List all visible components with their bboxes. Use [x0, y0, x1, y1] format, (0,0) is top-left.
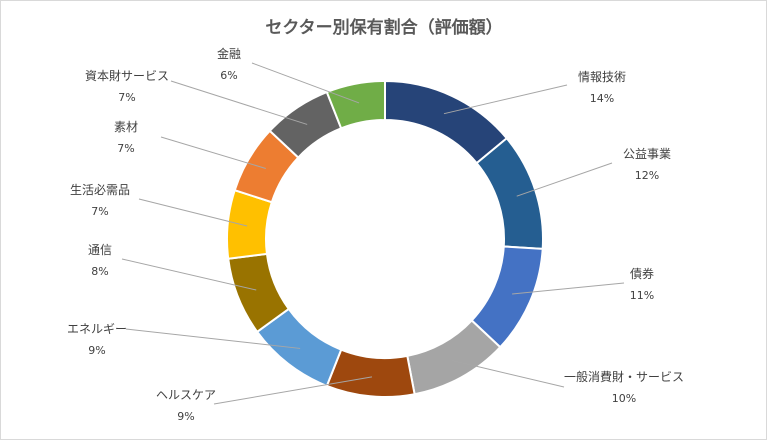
slice-percent-8: 7% — [91, 205, 108, 218]
slice-percent-5: 9% — [177, 410, 194, 423]
leader-line-6 — [125, 328, 301, 349]
leader-line-4 — [451, 359, 565, 388]
slice-label-1: 情報技術 — [578, 70, 626, 84]
slice-label-2: 公益事業 — [623, 147, 671, 161]
slice-label-11: 金融 — [217, 46, 241, 61]
slice-label-3: 債券 — [630, 266, 654, 281]
slice-label-5: ヘルスケア — [156, 388, 216, 402]
slice-label-6: エネルギー — [67, 322, 127, 336]
slice-label-8: 生活必需品 — [70, 183, 130, 197]
slice-percent-4: 10% — [612, 392, 636, 405]
slice-percent-11: 6% — [220, 69, 237, 82]
slice-1 — [384, 79, 509, 165]
leader-line-10 — [170, 80, 308, 125]
slice-percent-10: 7% — [118, 91, 135, 104]
leader-line-8 — [138, 198, 248, 227]
slice-percent-6: 9% — [88, 344, 105, 357]
leader-line-11 — [251, 62, 360, 104]
slice-percent-2: 12% — [635, 169, 659, 182]
leader-line-3 — [512, 282, 625, 295]
slice-2 — [475, 136, 544, 250]
leader-line-5 — [213, 376, 373, 405]
slice-percent-7: 8% — [91, 265, 108, 278]
chart-title: セクター別保有割合（評価額） — [265, 17, 502, 38]
slice-5 — [325, 348, 416, 398]
leader-line-1 — [443, 84, 568, 115]
slice-11 — [325, 79, 386, 130]
leader-line-9 — [160, 136, 266, 169]
leader-line-7 — [121, 258, 257, 291]
slice-label-4: 一般消費財・サービス — [564, 369, 684, 384]
leader-line-2 — [516, 162, 613, 197]
slice-percent-3: 11% — [630, 289, 654, 302]
slice-percent-1: 14% — [590, 92, 614, 105]
slice-label-9: 素材 — [114, 120, 138, 134]
slice-label-10: 資本財サービス — [85, 68, 169, 83]
slice-label-7: 通信 — [88, 243, 112, 257]
slice-percent-9: 7% — [117, 142, 134, 155]
